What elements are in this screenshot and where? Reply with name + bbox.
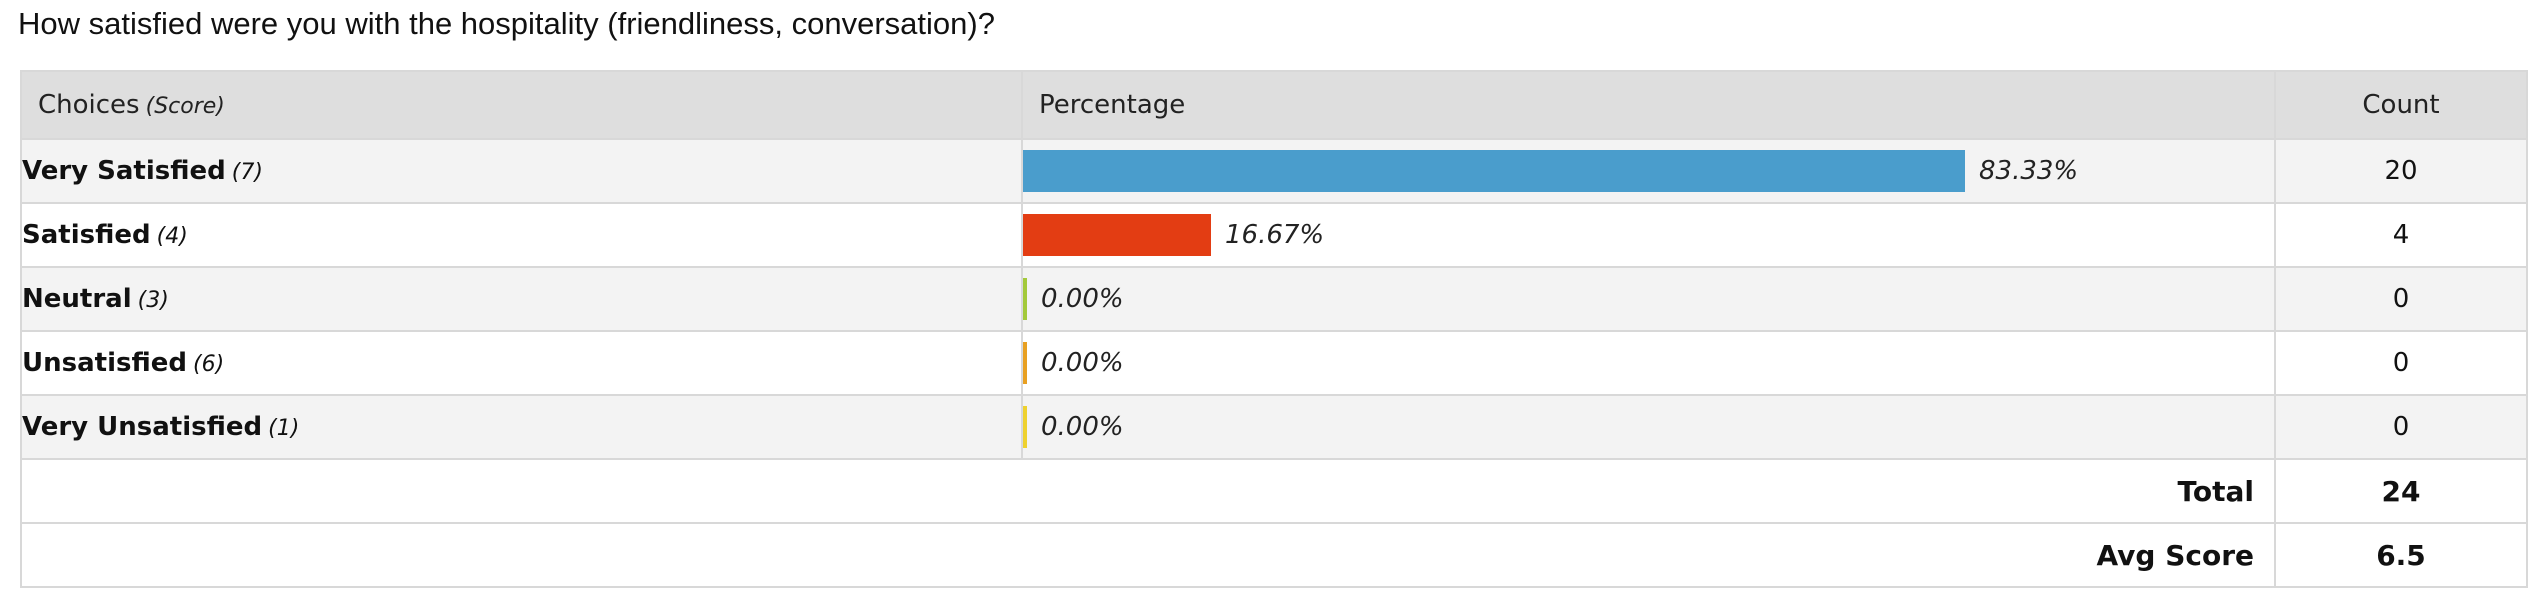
count-cell: 20: [2274, 138, 2528, 204]
choice-label: Unsatisfied: [22, 348, 187, 378]
choice-score: (6): [192, 352, 225, 377]
choice-label: Very Unsatisfied: [22, 412, 263, 442]
table-header-row: Choices (Score) Percentage Count: [20, 70, 2528, 140]
total-label: Total: [20, 458, 2276, 524]
choices-header: Choices (Score): [20, 70, 1023, 140]
choice-cell: Very Unsatisfied (1): [20, 394, 1023, 460]
avg-score-label: Avg Score: [20, 522, 2276, 588]
table-row: Satisfied (4) 16.67% 4: [20, 202, 2528, 268]
table-row: Very Satisfied (7) 83.33% 20: [20, 138, 2528, 204]
choice-label: Satisfied: [22, 220, 151, 250]
choice-label: Very Satisfied: [22, 156, 226, 186]
choice-score: (7): [231, 160, 263, 185]
count-cell: 0: [2274, 266, 2528, 332]
count-cell: 0: [2274, 394, 2528, 460]
percentage-bar: [1023, 406, 1027, 448]
results-table: Choices (Score) Percentage Count Very Sat…: [20, 70, 2528, 588]
choice-label: Neutral: [22, 284, 132, 314]
avg-score-row: Avg Score 6.5: [20, 522, 2528, 588]
table-row: Very Unsatisfied (1) 0.00% 0: [20, 394, 2528, 460]
total-row: Total 24: [20, 458, 2528, 524]
percentage-cell: 16.67%: [1021, 202, 2276, 268]
percentage-label: 16.67%: [1225, 220, 1325, 250]
table-row: Neutral (3) 0.00% 0: [20, 266, 2528, 332]
percentage-cell: 0.00%: [1021, 330, 2276, 396]
percentage-cell: 0.00%: [1021, 266, 2276, 332]
percentage-bar: [1023, 214, 1211, 256]
choice-score: (3): [137, 288, 169, 313]
percentage-cell: 83.33%: [1021, 138, 2276, 204]
choice-cell: Neutral (3): [20, 266, 1023, 332]
percentage-label: 0.00%: [1041, 412, 1124, 442]
percentage-label: 0.00%: [1041, 348, 1124, 378]
count-cell: 4: [2274, 202, 2528, 268]
percentage-label: 83.33%: [1979, 156, 2079, 186]
score-header-label: (Score): [145, 94, 225, 119]
percentage-label: 0.00%: [1041, 284, 1124, 314]
count-header: Count: [2274, 70, 2528, 140]
question-title: How satisfied were you with the hospital…: [18, 6, 995, 41]
choice-score: (4): [156, 224, 188, 249]
percentage-cell: 0.00%: [1021, 394, 2276, 460]
choice-cell: Satisfied (4): [20, 202, 1023, 268]
table-row: Unsatisfied (6) 0.00% 0: [20, 330, 2528, 396]
percentage-bar: [1023, 150, 1965, 192]
percentage-bar: [1023, 278, 1027, 320]
total-value: 24: [2274, 458, 2528, 524]
choice-score: (1): [268, 416, 300, 441]
percentage-header: Percentage: [1021, 70, 2276, 140]
avg-score-value: 6.5: [2274, 522, 2528, 588]
choice-cell: Very Satisfied (7): [20, 138, 1023, 204]
count-cell: 0: [2274, 330, 2528, 396]
choice-cell: Unsatisfied (6): [20, 330, 1023, 396]
percentage-bar: [1023, 342, 1027, 384]
choices-header-label: Choices: [38, 90, 140, 120]
